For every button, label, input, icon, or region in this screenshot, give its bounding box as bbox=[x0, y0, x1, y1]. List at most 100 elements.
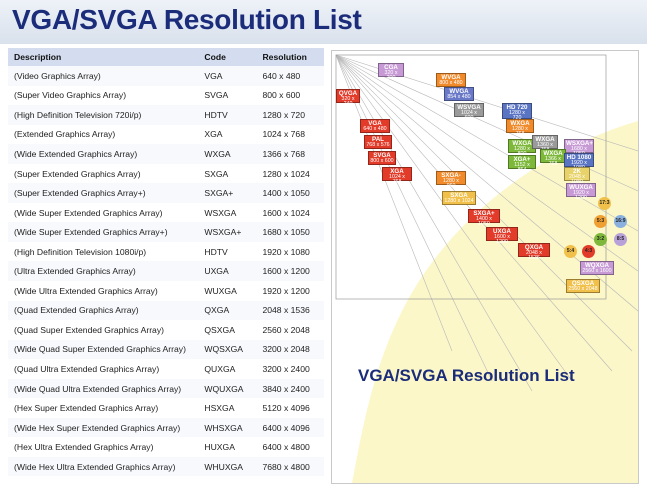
table-header-row: Description Code Resolution bbox=[8, 48, 324, 66]
cell-description: (Quad Ultra Extended Graphics Array) bbox=[8, 359, 199, 379]
cell-description: (Wide Quad Ultra Extended Graphics Array… bbox=[8, 378, 199, 399]
aspect-ratio-badge: 16:9 bbox=[614, 215, 627, 228]
aspect-ratio-badge: 4:3 bbox=[582, 245, 595, 258]
cell-resolution: 1600 x 1200 bbox=[256, 261, 324, 282]
resolution-box-name: VGA bbox=[368, 120, 382, 127]
cell-description: (Extended Graphics Array) bbox=[8, 124, 199, 145]
resolution-box: QXGA 2048 x 1536 bbox=[518, 243, 550, 261]
resolution-box-name: HD 720 bbox=[506, 104, 528, 111]
cell-description: (Hex Super Extended Graphics Array) bbox=[8, 398, 199, 418]
resolution-box-value: 1280 x 720 bbox=[509, 109, 525, 121]
diagram-title: VGA/SVGA Resolution List bbox=[358, 366, 575, 385]
table-row: (Wide Super Extended Graphics Array+) WSX… bbox=[8, 222, 324, 242]
resolution-box: QVGA 320 x 240 bbox=[336, 89, 360, 107]
resolution-box: QSXGA 2560 x 2048 bbox=[566, 279, 600, 293]
table-row: (Super Extended Graphics Array) SXGA 1280 … bbox=[8, 163, 324, 184]
cell-resolution: 3840 x 2400 bbox=[256, 378, 324, 399]
cell-code: WUXGA bbox=[198, 281, 257, 301]
resolution-box: PAL 768 x 576 bbox=[364, 135, 392, 149]
resolution-box-name: CGA bbox=[384, 64, 398, 71]
resolution-box-name: UXGA bbox=[493, 228, 511, 235]
cell-resolution: 7680 x 4800 bbox=[256, 456, 324, 477]
resolution-box-name: SXGA+ bbox=[473, 210, 495, 217]
cell-resolution: 1366 x 768 bbox=[256, 144, 324, 164]
resolution-box: XGA 1024 x 768 bbox=[382, 167, 412, 185]
cell-description: (Super Extended Graphics Array) bbox=[8, 163, 199, 184]
cell-description: (Hex Ultra Extended Graphics Array) bbox=[8, 437, 199, 457]
title-band bbox=[0, 0, 647, 44]
resolution-box: WQXGA 2560 x 1600 bbox=[580, 261, 614, 275]
resolution-box: WSVGA 1024 x 600 bbox=[454, 103, 484, 121]
resolution-box-name: WVGA bbox=[449, 88, 469, 95]
cell-code: SVGA bbox=[198, 85, 257, 106]
aspect-ratio-badge: 5:3 bbox=[594, 215, 607, 228]
table-row: (Ultra Extended Graphics Array) UXGA 1600 … bbox=[8, 261, 324, 282]
resolution-box: WVGA 800 x 480 bbox=[436, 73, 466, 87]
aspect-ratio-badge: 5:4 bbox=[564, 245, 577, 258]
cell-resolution: 2560 x 2048 bbox=[256, 320, 324, 340]
table-row: (Super Video Graphics Array) SVGA 800 x 60… bbox=[8, 85, 324, 106]
cell-description: (Super Extended Graphics Array+) bbox=[8, 183, 199, 203]
table-row: (Quad Super Extended Graphics Array) QSXG… bbox=[8, 320, 324, 340]
table-row: (Super Extended Graphics Array+) SXGA+ 140… bbox=[8, 183, 324, 203]
resolution-box-value: 320 x 200 bbox=[384, 69, 398, 82]
resolution-box: SXGA 1280 x 1024 bbox=[442, 191, 476, 205]
cell-code: WSXGA bbox=[198, 202, 257, 223]
resolution-box-value: 2560 x 1600 bbox=[582, 267, 612, 274]
cell-resolution: 1400 x 1050 bbox=[256, 183, 324, 203]
resolution-box-value: 2048 x 1536 bbox=[526, 249, 542, 262]
cell-resolution: 1024 x 768 bbox=[256, 124, 324, 145]
resolution-box-name: XGA bbox=[390, 168, 404, 175]
resolution-box-name: HD 1080 bbox=[566, 154, 592, 161]
cell-description: (Wide Extended Graphics Array) bbox=[8, 144, 199, 164]
cell-description: (High Definition Television 1080i/p) bbox=[8, 241, 199, 262]
resolution-box: WXGA 1366 x 768 bbox=[540, 149, 566, 167]
cell-description: (Wide Super Extended Graphics Array+) bbox=[8, 222, 199, 242]
aspect-ratio-badge: 3:2 bbox=[594, 233, 607, 246]
aspect-ratio-badge: 17:3 bbox=[598, 197, 611, 210]
cell-resolution: 800 x 600 bbox=[256, 85, 324, 106]
table-row: (Wide Ultra Extended Graphics Array) WUXG… bbox=[8, 281, 324, 301]
guide-line bbox=[335, 54, 638, 232]
table-row: (Wide Super Extended Graphics Array) WSXG… bbox=[8, 202, 324, 223]
cell-description: (Ultra Extended Graphics Array) bbox=[8, 261, 199, 282]
resolution-box-name: WXGA bbox=[543, 150, 563, 157]
cell-resolution: 640 x 480 bbox=[256, 66, 324, 86]
table-row: (Quad Extended Graphics Array) QXGA 2048 x… bbox=[8, 300, 324, 321]
cell-code: WQSXGA bbox=[198, 339, 257, 360]
resolution-table: Description Code Resolution (Video Graph… bbox=[8, 48, 324, 477]
resolution-box-value: 1152 x 864 bbox=[514, 161, 530, 174]
resolution-box-value: 2560 x 2048 bbox=[568, 285, 598, 292]
cell-code: WSXGA+ bbox=[198, 222, 257, 242]
resolution-box-value: 800 x 480 bbox=[439, 79, 463, 86]
table-row: (High Definition Television 1080i/p) HDTV… bbox=[8, 241, 324, 262]
table-row: (Video Graphics Array) VGA 640 x 480 bbox=[8, 66, 324, 86]
cell-resolution: 1600 x 1024 bbox=[256, 202, 324, 223]
resolution-box-name: XGA+ bbox=[513, 156, 531, 163]
cell-code: HUXGA bbox=[198, 437, 257, 457]
cell-code: WQUXGA bbox=[198, 378, 257, 399]
cell-code: WHUXGA bbox=[198, 456, 257, 477]
resolution-box-name: WVGA bbox=[441, 74, 461, 81]
resolution-box: WXGA 1280 x 768 bbox=[506, 119, 534, 137]
diagram-frame bbox=[335, 54, 607, 300]
cell-code: QUXGA bbox=[198, 359, 257, 379]
cell-description: (Super Video Graphics Array) bbox=[8, 85, 199, 106]
header-code: Code bbox=[198, 48, 257, 66]
cell-resolution: 5120 x 4096 bbox=[256, 398, 324, 418]
cell-code: SXGA+ bbox=[198, 183, 257, 203]
cell-code: HSXGA bbox=[198, 398, 257, 418]
cell-code: WXGA bbox=[198, 144, 257, 164]
cell-resolution: 2048 x 1536 bbox=[256, 300, 324, 321]
cell-resolution: 1680 x 1050 bbox=[256, 222, 324, 242]
cell-description: (Video Graphics Array) bbox=[8, 66, 199, 86]
cell-code: XGA bbox=[198, 124, 257, 145]
resolution-box: WUXGA 1920 x 1200 bbox=[566, 183, 596, 201]
resolution-box-value: 2048 x 1080 bbox=[569, 173, 585, 185]
cell-description: (High Definition Television 720i/p) bbox=[8, 105, 199, 125]
cell-description: (Wide Super Extended Graphics Array) bbox=[8, 202, 199, 223]
highlight-region bbox=[352, 121, 638, 483]
table-row: (Wide Quad Ultra Extended Graphics Array… bbox=[8, 378, 324, 399]
